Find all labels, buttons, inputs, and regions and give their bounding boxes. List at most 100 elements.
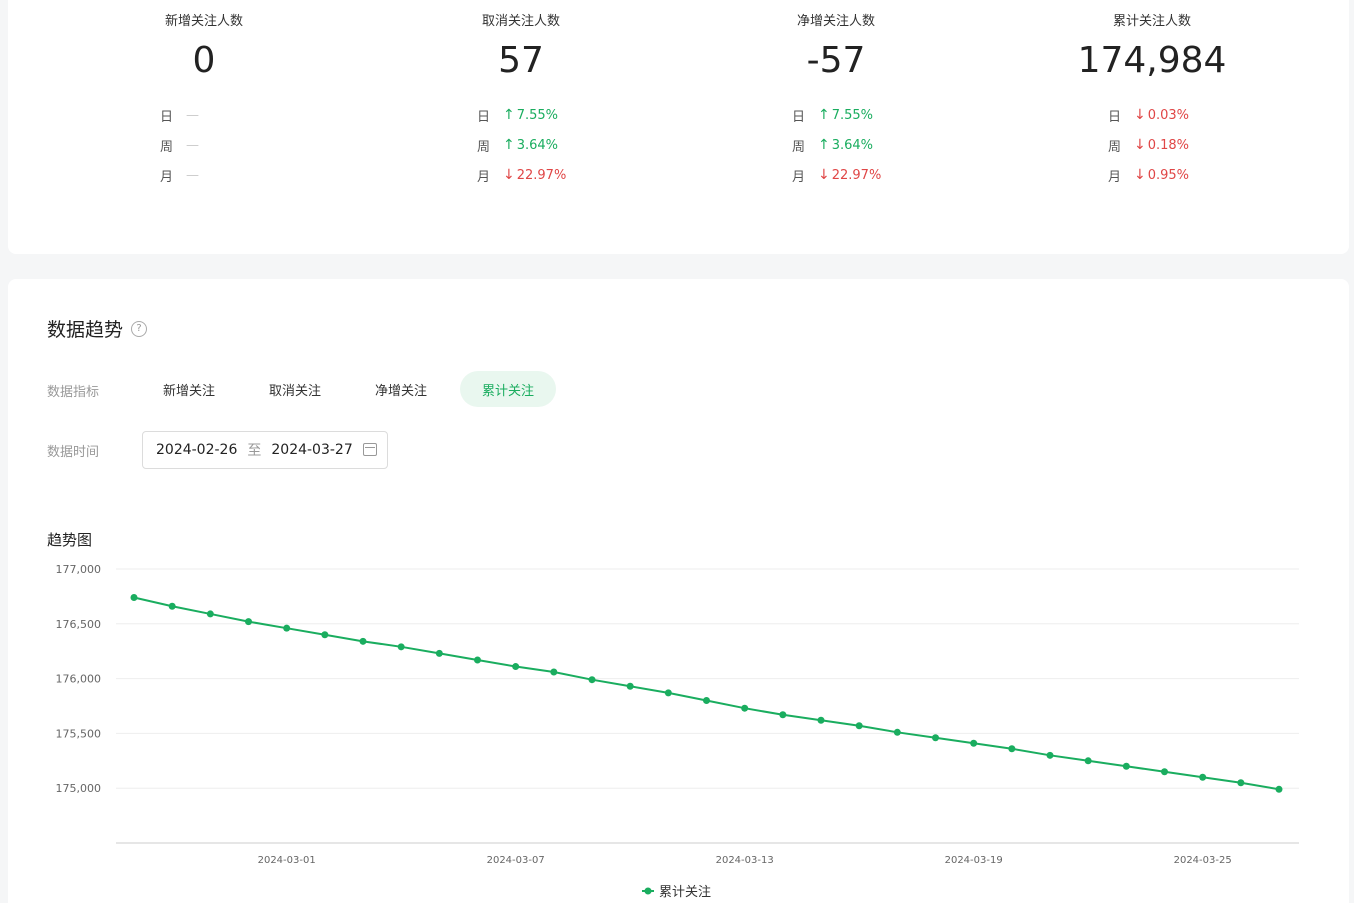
stat-value: -57 xyxy=(806,40,866,81)
compare-value: ↑ 3.64% xyxy=(503,137,559,153)
data-point xyxy=(741,704,749,712)
date-range-picker[interactable]: 2024-02-26 至 2024-03-27 xyxy=(142,431,388,469)
y-tick-label: 176,500 xyxy=(56,618,102,631)
data-point xyxy=(779,711,787,719)
compare-period-label: 月 xyxy=(160,169,174,185)
compare-value: ↓ 0.18% xyxy=(1134,137,1190,153)
date-separator: 至 xyxy=(247,443,262,459)
compare-period-label: 月 xyxy=(477,169,491,185)
arrow-down-icon: ↓ xyxy=(1134,167,1146,183)
data-point xyxy=(130,593,138,601)
data-point xyxy=(588,676,596,684)
stat-title: 累计关注人数 xyxy=(1112,14,1191,29)
arrow-up-icon: ↑ xyxy=(818,107,830,123)
section-title: 数据趋势 ? xyxy=(47,315,148,342)
data-point xyxy=(397,643,405,651)
compare-period-label: 日 xyxy=(160,109,174,125)
stat-title: 净增关注人数 xyxy=(796,14,875,29)
data-point xyxy=(512,663,520,671)
stat-compare-row: 日 ↑ 7.55% xyxy=(371,100,671,130)
compare-value: ↓ 22.97% xyxy=(818,167,882,183)
compare-period-label: 日 xyxy=(477,109,491,125)
arrow-down-icon: ↓ xyxy=(818,167,830,183)
data-point xyxy=(664,689,672,697)
data-point xyxy=(1237,779,1245,787)
data-point xyxy=(245,618,252,626)
tab-unfollow[interactable]: 取消关注 xyxy=(268,383,321,399)
stat-compare-row: 月 ↓ 22.97% xyxy=(686,160,986,190)
data-point xyxy=(1008,745,1016,753)
data-point xyxy=(932,734,939,742)
data-point xyxy=(168,602,176,610)
arrow-down-icon: ↓ xyxy=(1134,137,1146,153)
trend-chart: 175,000 175,500 176,000 176,500 177,000 2024-… xyxy=(56,563,1299,900)
arrow-down-icon: ↓ xyxy=(1134,107,1146,123)
compare-period-label: 日 xyxy=(1108,109,1122,125)
start-date[interactable]: 2024-02-26 xyxy=(156,442,238,458)
data-point xyxy=(435,649,443,657)
stat-compare-row: 月 ↓ 22.97% xyxy=(371,160,671,190)
compare-value: ↓ 22.97% xyxy=(503,167,567,183)
data-point xyxy=(1046,751,1054,759)
x-tick-label: 2024-03-01 xyxy=(258,855,316,866)
data-point xyxy=(1122,762,1130,770)
stat-compare-row: 月 — xyxy=(54,160,354,190)
compare-period-label: 周 xyxy=(792,139,806,155)
tab-total-follow[interactable]: 累计关注 xyxy=(460,371,556,407)
compare-value: ↑ 7.55% xyxy=(503,107,559,123)
compare-value: — xyxy=(186,137,199,153)
data-point xyxy=(1275,785,1283,793)
data-point xyxy=(359,637,367,645)
data-point xyxy=(1199,773,1207,781)
data-point xyxy=(626,682,634,690)
data-point xyxy=(474,656,481,664)
section-title-text: 数据趋势 xyxy=(47,319,124,341)
compare-value: ↑ 7.55% xyxy=(818,107,874,123)
data-point xyxy=(550,668,558,676)
arrow-up-icon: ↑ xyxy=(503,137,515,153)
stat-compare-row: 周 ↓ 0.18% xyxy=(1002,130,1302,160)
compare-value: — xyxy=(186,167,199,183)
compare-value: ↓ 0.03% xyxy=(1134,107,1190,123)
stat-compare-row: 周 ↑ 3.64% xyxy=(371,130,671,160)
metric-label: 数据指标 xyxy=(47,385,100,400)
data-point xyxy=(703,697,710,705)
data-point xyxy=(855,722,863,730)
stat-compare-row: 周 ↑ 3.64% xyxy=(686,130,986,160)
data-point xyxy=(1084,757,1092,765)
compare-period-label: 月 xyxy=(1108,169,1122,185)
legend-marker xyxy=(644,887,652,895)
trend-card: 数据趋势 ? 数据指标 新增关注 取消关注 净增关注 累计关注 数据时间 202… xyxy=(8,279,1349,903)
x-tick-label: 2024-03-07 xyxy=(487,855,545,866)
x-tick-label: 2024-03-25 xyxy=(1174,855,1232,866)
data-point xyxy=(817,716,825,724)
x-tick-label: 2024-03-13 xyxy=(716,855,774,866)
stat-compare-row: 日 — xyxy=(54,100,354,130)
compare-value: — xyxy=(186,107,199,123)
stat-value: 57 xyxy=(498,40,544,81)
y-tick-label: 175,500 xyxy=(56,727,102,740)
data-point xyxy=(283,624,291,632)
compare-period-label: 月 xyxy=(792,169,806,185)
stat-title: 新增关注人数 xyxy=(164,14,243,29)
y-tick-label: 175,000 xyxy=(56,782,102,795)
summary-card: 新增关注人数 0 日 — 周 — 月 — 取消关注人数 57 日 ↑ 7.55% 周 ↑ 3.64%… xyxy=(8,0,1349,254)
y-tick-label: 176,000 xyxy=(56,673,102,686)
compare-period-label: 日 xyxy=(792,109,806,125)
tab-new-follow[interactable]: 新增关注 xyxy=(162,383,215,399)
stat-value: 174,984 xyxy=(1077,40,1227,81)
legend-label: 累计关注 xyxy=(659,885,711,900)
data-point xyxy=(206,610,214,618)
chart-title: 趋势图 xyxy=(47,531,93,549)
stat-title: 取消关注人数 xyxy=(481,14,560,29)
tab-net-follow[interactable]: 净增关注 xyxy=(374,383,427,399)
y-tick-label: 177,000 xyxy=(56,563,102,576)
stat-compare-row: 日 ↑ 7.55% xyxy=(686,100,986,130)
x-tick-label: 2024-03-19 xyxy=(945,855,1003,866)
help-icon[interactable]: ? xyxy=(131,320,148,337)
stat-compare-row: 周 — xyxy=(54,130,354,160)
stat-compare-row: 日 ↓ 0.03% xyxy=(1002,100,1302,130)
calendar-icon[interactable] xyxy=(363,443,377,456)
end-date[interactable]: 2024-03-27 xyxy=(271,442,353,458)
time-label: 数据时间 xyxy=(47,445,100,460)
